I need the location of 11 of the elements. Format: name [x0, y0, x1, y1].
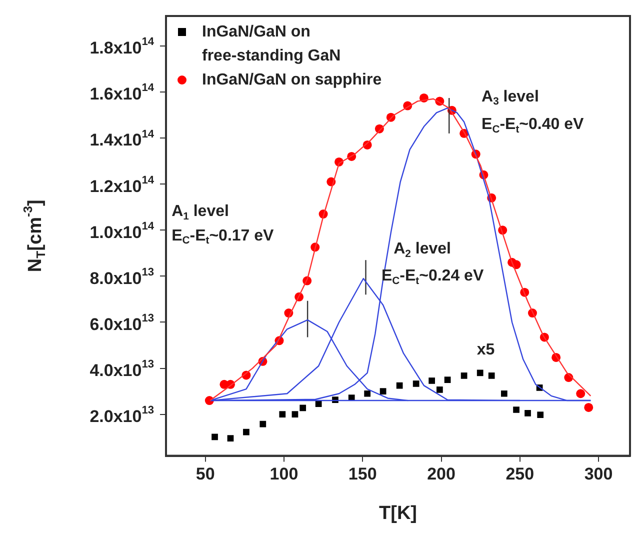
x-tick-label: 200: [427, 464, 456, 484]
x-tick-label: 100: [270, 464, 298, 484]
annotation: x5: [476, 342, 495, 359]
x-tick-label: 250: [506, 464, 534, 484]
x-tick-label: 300: [584, 464, 613, 484]
legend-label: InGaN/GaN on free-standing GaN: [202, 23, 341, 64]
legend-label: InGaN/GaN on sapphire: [202, 71, 382, 88]
x-axis-title: T[K]: [379, 502, 417, 524]
x-tick-label: 150: [348, 464, 377, 484]
y-axis-title: NT[cm-3]: [20, 200, 48, 272]
x-tick-label: 50: [196, 464, 215, 484]
